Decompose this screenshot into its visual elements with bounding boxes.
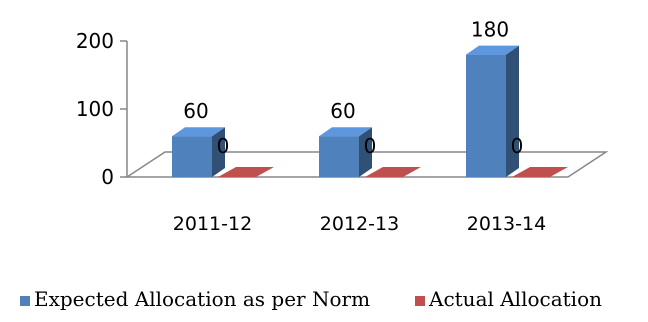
x-tick-label: 2012-13 <box>320 213 399 235</box>
legend-label: Actual Allocation <box>428 287 602 311</box>
legend-swatch <box>20 296 30 306</box>
bar-top <box>172 127 225 137</box>
data-label-actual: 0 <box>364 134 377 158</box>
data-label-actual: 0 <box>217 134 230 158</box>
x-axis: 2011-12 2012-13 2013-14 <box>173 213 546 235</box>
bar-side <box>359 127 372 177</box>
legend: Expected Allocation as per Norm Actual Al… <box>20 287 602 311</box>
bar-side <box>212 127 225 177</box>
bar-front <box>172 136 212 177</box>
bar-top <box>466 45 519 55</box>
bar-side <box>506 45 519 177</box>
x-tick-label: 2013-14 <box>467 213 546 235</box>
y-tick-label: 0 <box>101 165 114 189</box>
bar-expected-2013-14 <box>466 45 519 177</box>
y-tick-label: 200 <box>76 29 114 53</box>
plot-area: 60 0 60 0 180 0 <box>172 18 568 177</box>
bar-front <box>466 54 506 177</box>
data-label-expected: 180 <box>471 18 509 42</box>
legend-swatch <box>415 296 425 306</box>
legend-label: Expected Allocation as per Norm <box>34 287 370 311</box>
data-label-actual: 0 <box>511 134 524 158</box>
bar-top <box>218 167 274 177</box>
data-label-expected: 60 <box>330 99 355 123</box>
bar-top <box>319 127 372 137</box>
chart-floor <box>124 151 609 178</box>
bar-actual-2012-13 <box>365 167 421 177</box>
bar-front <box>319 136 359 177</box>
y-axis: 0 100 200 <box>76 29 127 189</box>
x-tick-label: 2011-12 <box>173 213 252 235</box>
y-tick-label: 100 <box>76 97 114 121</box>
bar-actual-2011-12 <box>218 167 274 177</box>
bar-expected-2012-13 <box>319 127 372 177</box>
bar-actual-2013-14 <box>512 167 568 177</box>
bar-top <box>365 167 421 177</box>
bar-top <box>512 167 568 177</box>
bar-expected-2011-12 <box>172 127 225 177</box>
data-label-expected: 60 <box>183 99 208 123</box>
